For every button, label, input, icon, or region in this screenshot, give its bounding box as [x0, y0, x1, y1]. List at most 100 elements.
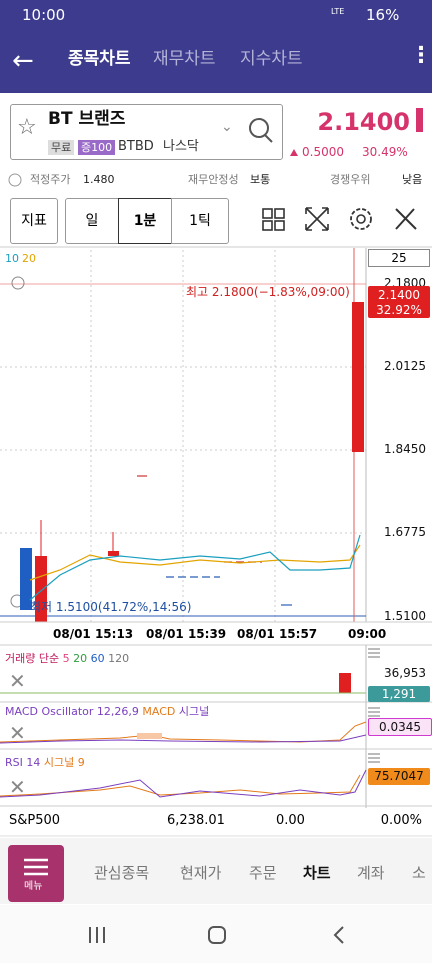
candle: [108, 551, 119, 556]
current-price-tag: 2.1400 32.92%: [368, 286, 430, 318]
tag-price: 2.1400: [378, 288, 420, 302]
change-pct: 30.49%: [362, 145, 408, 159]
panel-menu-icons[interactable]: [368, 648, 380, 763]
axis-label: 1.8450: [384, 442, 426, 456]
info-label: 재무안정성: [188, 173, 239, 186]
tag-pct: 32.92%: [376, 303, 422, 317]
macd-signal-label: 시그널: [178, 705, 210, 718]
status-battery: 16%: [366, 6, 400, 24]
menu-icon: [24, 858, 48, 876]
high-note: 최고 2.1800(−1.83%,09:00): [186, 285, 350, 299]
tab-active[interactable]: 종목차트: [68, 49, 131, 69]
favorite-star[interactable]: ☆: [17, 115, 37, 140]
settings-icon: [356, 214, 366, 224]
index-change: 0.00: [276, 813, 305, 828]
ticker: BTBD: [118, 139, 154, 154]
price-bar: [416, 108, 423, 132]
period: 120: [108, 652, 130, 665]
status-network: LTE: [331, 7, 345, 16]
price: 2.1400: [317, 108, 410, 136]
panel-title: RSI 14 시그널 9: [5, 757, 85, 768]
badge: 증100: [78, 140, 116, 155]
back-nav-button[interactable]: [333, 926, 344, 944]
count-box[interactable]: 25: [368, 249, 430, 267]
expand-icon[interactable]: [305, 207, 329, 231]
macd-hist: [137, 733, 162, 739]
index-name: S&P500: [9, 813, 61, 828]
volume-bar: [339, 673, 351, 693]
tools-icon[interactable]: [395, 208, 417, 230]
volume-title: 거래량 단순: [5, 652, 60, 665]
period-button[interactable]: 1틱: [171, 198, 229, 244]
dropdown[interactable]: ⌄: [221, 119, 233, 135]
info-value: 1.480: [83, 173, 115, 186]
axis-label: 2.0125: [384, 359, 426, 373]
nav-item[interactable]: 주문: [249, 864, 277, 882]
panel-title: MACD Oscillator 12,26,9 MACD 시그널: [5, 706, 209, 717]
indicator-button[interactable]: 지표: [10, 198, 58, 244]
period: 5: [62, 652, 70, 665]
menu-button[interactable]: [8, 845, 64, 902]
period-button[interactable]: 일: [65, 198, 119, 244]
time-label: 08/01 15:39: [146, 627, 227, 641]
macd-title: MACD Oscillator 12,26,9: [5, 705, 139, 718]
panel-title: 거래량 단순 5 20 60 120: [5, 653, 129, 664]
stock-name: BT 브랜즈: [48, 109, 126, 129]
axis-label: 1.5100: [384, 609, 426, 623]
tab[interactable]: 지수차트: [240, 49, 303, 69]
info-value: 낮음: [402, 173, 423, 186]
tab[interactable]: 재무차트: [153, 49, 216, 69]
zoom-icon[interactable]: [11, 276, 25, 290]
home-button[interactable]: [208, 926, 226, 944]
nav-item[interactable]: 소: [412, 864, 426, 882]
index-value: 6,238.01: [167, 813, 225, 828]
help-icon[interactable]: [8, 173, 22, 187]
candle: [352, 302, 364, 452]
macd-signal: [0, 734, 367, 744]
up-arrow: [290, 149, 298, 156]
info-label: 경쟁우위: [330, 173, 371, 186]
nav-item[interactable]: 관심종목: [94, 864, 150, 882]
header-bar: [0, 0, 432, 93]
recents-button[interactable]: [89, 927, 105, 943]
macd-line-label: MACD: [142, 705, 176, 718]
nav-item[interactable]: 현재가: [180, 864, 222, 882]
status-time: 10:00: [22, 6, 66, 24]
settings-icon[interactable]: [350, 208, 372, 230]
ma-legend: 10: [5, 252, 19, 265]
period: 20: [73, 652, 88, 665]
ma-10: [29, 534, 361, 601]
exchange: 나스닥: [163, 139, 199, 154]
more-button[interactable]: ⋮: [410, 43, 432, 68]
rsi-signal: [0, 774, 361, 797]
ma-legend: 20: [22, 252, 36, 265]
layout-icon[interactable]: [262, 208, 285, 231]
rsi-signal-label: 시그널 9: [43, 756, 85, 769]
time-label: 08/01 15:57: [237, 627, 318, 641]
time-label: 08/01 15:13: [53, 627, 134, 641]
rsi-title: RSI 14: [5, 756, 41, 769]
period-button-active[interactable]: 1분: [118, 198, 172, 244]
time-label: 09:00: [348, 627, 387, 641]
period: 60: [90, 652, 105, 665]
zoom-out-icon[interactable]: [10, 594, 24, 608]
info-value: 보통: [250, 173, 271, 186]
rsi-line: [0, 769, 367, 798]
close-panel[interactable]: ✕: [9, 721, 26, 745]
nav-item-active[interactable]: 차트: [303, 864, 331, 882]
close-panel[interactable]: ✕: [9, 775, 26, 799]
back-button[interactable]: ←: [12, 46, 34, 76]
macd-line: [0, 721, 367, 743]
index-change-pct: 0.00%: [380, 813, 422, 828]
ticks: [137, 475, 292, 606]
info-label: 적정주가: [30, 173, 71, 186]
axis-label: 1.6775: [384, 525, 426, 539]
close-panel[interactable]: ✕: [9, 669, 26, 693]
volume-max: 36,953: [384, 666, 426, 680]
rsi-tag: 75.7047: [368, 768, 430, 785]
stock-search-box[interactable]: [10, 104, 283, 160]
nav-item[interactable]: 계좌: [357, 864, 385, 882]
macd-tag: 0.0345: [368, 718, 432, 736]
badge: 무료: [48, 140, 75, 155]
